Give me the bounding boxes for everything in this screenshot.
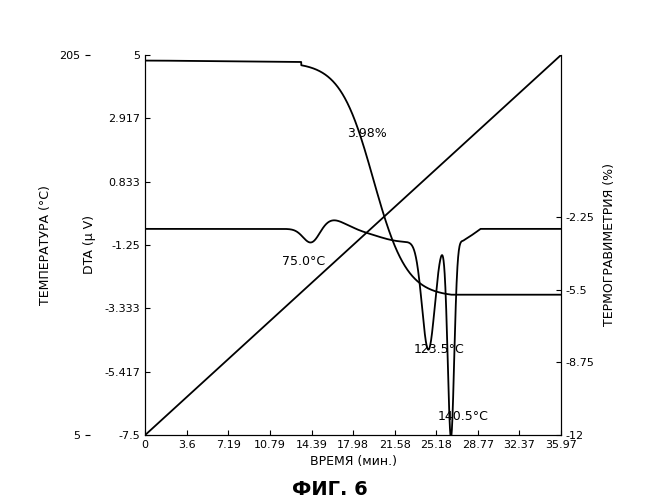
X-axis label: ВРЕМЯ (мин.): ВРЕМЯ (мин.) xyxy=(310,456,397,468)
Text: 123.5°C: 123.5°C xyxy=(413,343,464,356)
Y-axis label: DTA (μ V): DTA (μ V) xyxy=(83,216,96,274)
Text: 75.0°C: 75.0°C xyxy=(282,255,325,268)
Y-axis label: ТЕМПЕРАТУРА (°C): ТЕМПЕРАТУРА (°C) xyxy=(39,185,52,305)
Y-axis label: ТЕРМОГРАВИМЕТРИЯ (%): ТЕРМОГРАВИМЕТРИЯ (%) xyxy=(603,164,616,326)
Text: 140.5°C: 140.5°C xyxy=(438,410,488,423)
Text: ФИГ. 6: ФИГ. 6 xyxy=(292,480,368,499)
Text: 3.98%: 3.98% xyxy=(348,127,387,140)
